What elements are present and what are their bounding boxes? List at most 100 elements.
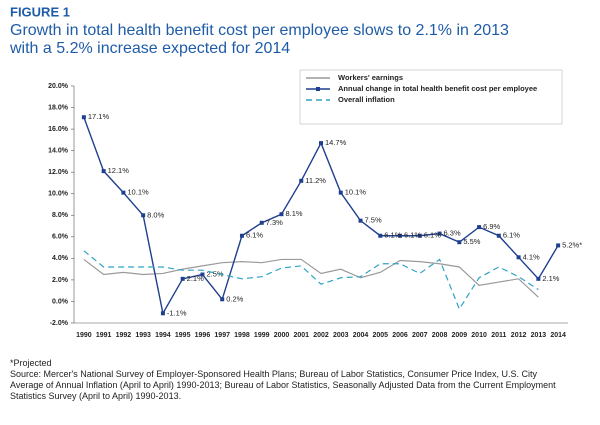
y-tick-label: 4.0% [52, 255, 69, 262]
point [81, 115, 86, 120]
point [496, 233, 501, 238]
data-label: 6.9% [483, 222, 500, 231]
x-tick-label: 2012 [511, 332, 527, 339]
point [180, 276, 185, 281]
data-label: 5.5% [463, 237, 480, 246]
data-label: 4.1% [523, 252, 540, 261]
point [141, 213, 146, 218]
footnote: *Projected [10, 358, 52, 368]
data-label: 5.2%* [562, 240, 582, 249]
point [556, 243, 561, 248]
y-tick-label: 2.0% [52, 277, 69, 284]
point [536, 276, 541, 281]
x-tick-label: 2000 [274, 332, 290, 339]
y-tick-label: 18.0% [48, 104, 69, 111]
point [279, 212, 284, 217]
point [398, 233, 403, 238]
x-tick-label: 2005 [372, 332, 388, 339]
notes: *Projected Source: Mercer's National Sur… [10, 358, 570, 402]
data-label: -1.1% [167, 308, 187, 317]
x-tick-label: 2006 [392, 332, 408, 339]
data-label: 2.1% [542, 274, 559, 283]
point [437, 231, 442, 236]
series-line [83, 258, 539, 298]
series-line [83, 250, 539, 311]
y-tick-label: 20.0% [48, 83, 69, 90]
point [417, 233, 422, 238]
point [319, 141, 323, 146]
x-tick-label: 2013 [531, 332, 547, 339]
data-label: 6.3% [444, 229, 461, 238]
y-tick-label: 14.0% [48, 147, 69, 154]
y-tick-label: 10.0% [48, 191, 69, 198]
data-label: 6.1% [503, 231, 520, 240]
x-tick-label: 1993 [135, 332, 151, 339]
point [259, 220, 264, 225]
x-tick-label: 1991 [96, 332, 112, 339]
data-label: 12.1% [108, 166, 130, 175]
chart-title: with a 5.2% increase expected for 2014 [9, 40, 290, 57]
y-tick-label: 12.0% [48, 169, 69, 176]
x-tick-label: 1998 [234, 332, 250, 339]
point [101, 169, 106, 174]
data-label: 10.1% [345, 188, 367, 197]
data-label: 7.5% [365, 216, 382, 225]
x-tick-label: 2001 [293, 332, 309, 339]
y-tick-label: 8.0% [52, 212, 69, 219]
x-tick-label: 1990 [76, 332, 92, 339]
data-label: 7.3% [266, 218, 283, 227]
source: Source: Mercer's National Survey of Empl… [10, 369, 556, 401]
data-label: 14.7% [325, 138, 347, 147]
data-label: 6.1% [424, 231, 441, 240]
chart-title: Growth in total health benefit cost per … [10, 22, 509, 39]
x-tick-label: 1992 [116, 332, 132, 339]
data-label: 2.1% [187, 274, 204, 283]
point [477, 225, 482, 230]
point [378, 233, 383, 238]
legend-marker [316, 87, 320, 91]
y-tick-label: 0.0% [52, 298, 69, 305]
x-tick-label: 2009 [452, 332, 468, 339]
data-label: 11.2% [305, 176, 326, 185]
x-tick-label: 2008 [432, 332, 448, 339]
point [299, 178, 304, 183]
point [121, 190, 126, 195]
x-tick-label: 2004 [353, 332, 369, 339]
x-tick-label: 1997 [214, 332, 230, 339]
legend-label: Annual change in total health benefit co… [338, 84, 537, 93]
data-label: 8.0% [147, 210, 164, 219]
point [457, 240, 462, 245]
x-tick-label: 2007 [412, 332, 428, 339]
data-label: 6.1% [404, 231, 421, 240]
data-label: 10.1% [127, 188, 149, 197]
legend-box [299, 69, 563, 125]
data-label: 2.5% [206, 270, 223, 279]
data-label: 8.1% [285, 209, 302, 218]
data-label: 6.1% [384, 231, 401, 240]
x-tick-label: 2014 [550, 332, 566, 339]
x-tick-label: 2002 [313, 332, 329, 339]
chart: FIGURE 1 Growth in total health benefit … [9, 4, 582, 339]
data-label: 17.1% [88, 112, 110, 121]
x-tick-label: 2011 [491, 332, 506, 339]
legend-label: Workers' earnings [338, 73, 403, 82]
x-tick-label: 1994 [155, 332, 171, 339]
y-tick-label: 16.0% [48, 126, 69, 133]
data-label: 6.1% [246, 231, 263, 240]
figure-label: FIGURE 1 [10, 4, 70, 19]
y-tick-label: 6.0% [52, 234, 69, 241]
point [338, 190, 343, 195]
point [516, 255, 521, 260]
point [358, 218, 363, 223]
x-tick-label: 1999 [254, 332, 270, 339]
y-tick-label: -2.0% [50, 320, 69, 327]
point [160, 311, 165, 316]
point [200, 272, 205, 277]
point [239, 233, 244, 238]
x-tick-label: 1996 [195, 332, 211, 339]
point [220, 297, 225, 302]
x-tick-label: 2003 [333, 332, 349, 339]
x-tick-label: 1995 [175, 332, 191, 339]
legend-label: Overall inflation [338, 95, 395, 104]
